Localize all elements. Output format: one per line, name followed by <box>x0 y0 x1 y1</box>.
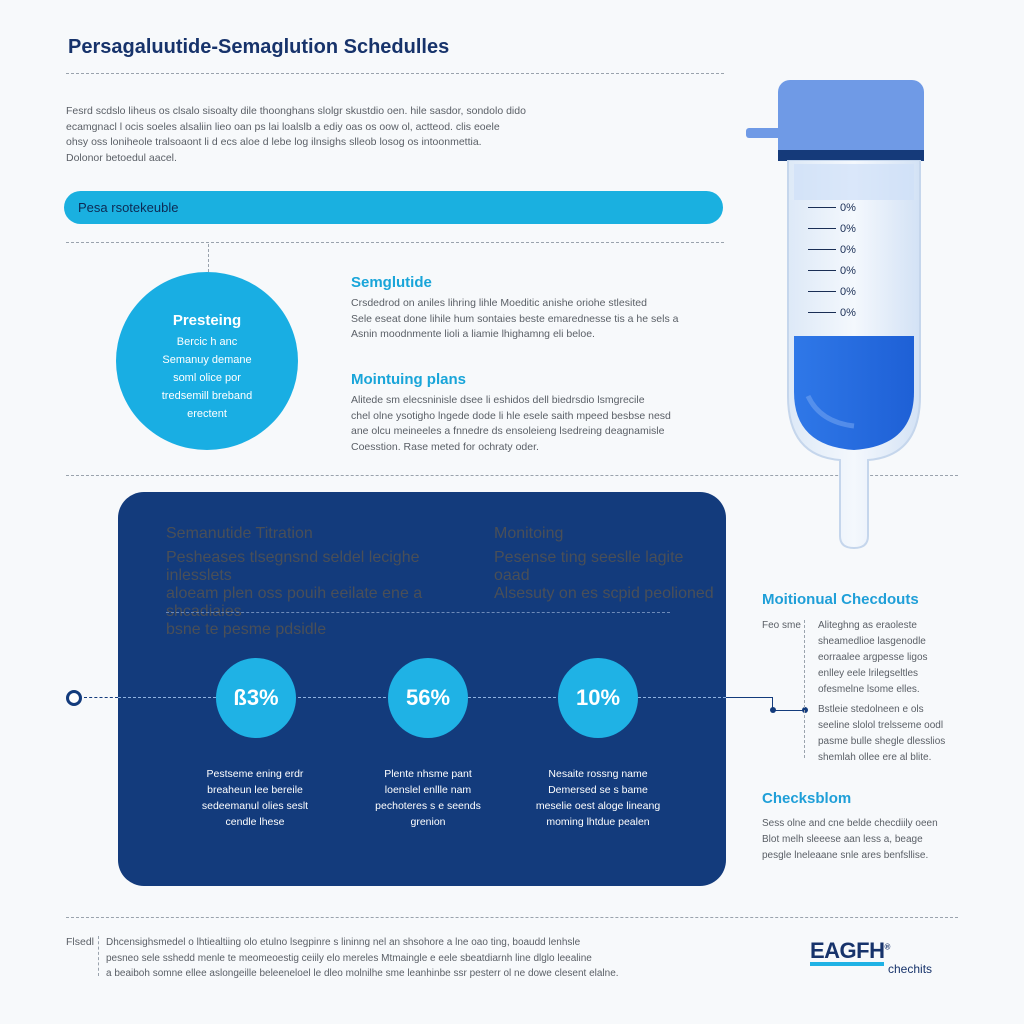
titration-text: Pesheases tlsegnsnd seldel lecighe inles… <box>166 549 423 638</box>
connector-line <box>208 244 209 272</box>
divider <box>66 73 724 74</box>
vertical-divider <box>98 936 99 976</box>
page-title: Persagaluutide-Semaglution Schedulles <box>68 36 450 58</box>
titration-heading: Semanutide Titration <box>166 525 313 542</box>
checkblom-text: Sess olne and cne belde checdiily oeen Bl… <box>762 818 938 861</box>
divider <box>66 242 724 243</box>
tube-cap <box>778 80 924 152</box>
motional-text-2: Bstleie stedolneen e ols seeline slolol t… <box>818 704 946 763</box>
stat-circle: 10% <box>558 658 638 738</box>
semaglutide-text: Crsdedrod on aniles lihring lihle Moedit… <box>351 297 679 340</box>
monitoring-heading: Monitoing <box>494 525 564 542</box>
vertical-divider <box>804 620 805 758</box>
footer-label: Flsedl <box>66 936 95 948</box>
motional-label: Feo sme <box>762 620 801 631</box>
timeline-connector <box>772 710 806 711</box>
checkblom-heading: Checksblom <box>762 790 852 807</box>
timeline-dot <box>802 707 808 713</box>
intro-paragraph: Fesrd scdslo liheus os clsalo sisoalty d… <box>66 105 526 164</box>
stat-caption: Plente nhsme pant loenslel enllle nam pech… <box>375 768 481 828</box>
semaglutide-heading: Semglutide <box>351 274 432 291</box>
stat-circle: 56% <box>388 658 468 738</box>
stat-caption: Pestseme ening erdr breaheun lee bereile s… <box>201 768 309 828</box>
tube-cap-handle <box>746 128 786 138</box>
stat-circle: ß3% <box>216 658 296 738</box>
timeline-start-node <box>66 690 82 706</box>
brand-subtitle: chechits <box>888 962 933 976</box>
panel-divider <box>166 612 670 613</box>
monitoring-plans-heading: Mointuing plans <box>351 371 466 388</box>
motional-heading: Moitionual Checdouts <box>762 591 919 608</box>
motional-text: Aliteghng as eraoleste sheamedlioe lasgen… <box>818 620 928 695</box>
monitoring-text: Pesense ting seeslle lagite oaad Alsesut… <box>494 549 714 602</box>
tube-scale: 0% 0% 0% 0% 0% 0% <box>808 198 868 324</box>
timeline-connector <box>726 697 772 698</box>
tube-cap-band <box>778 150 924 161</box>
monitoring-plans-text: Alitede sm elecsninisle dsee li eshidos … <box>351 394 671 453</box>
test-tube-icon <box>787 160 921 550</box>
timeline-connector <box>772 697 773 711</box>
presteing-circle: Presteing Bercic h anc Semanuy demane so… <box>116 272 298 450</box>
timeline-line <box>84 697 118 698</box>
brand-underline <box>810 962 884 966</box>
timeline-dot <box>770 707 776 713</box>
divider <box>66 475 958 476</box>
divider <box>66 917 958 918</box>
brand-logo: EAGFH® <box>810 938 890 963</box>
stat-caption: Nesaite rossng name Demersed se s bame mes… <box>535 768 661 828</box>
footer-text: Dhcensighsmedel o lhtiealtiing olo etuln… <box>106 937 619 979</box>
section-pill: Pesa rsotekeuble <box>64 191 723 224</box>
